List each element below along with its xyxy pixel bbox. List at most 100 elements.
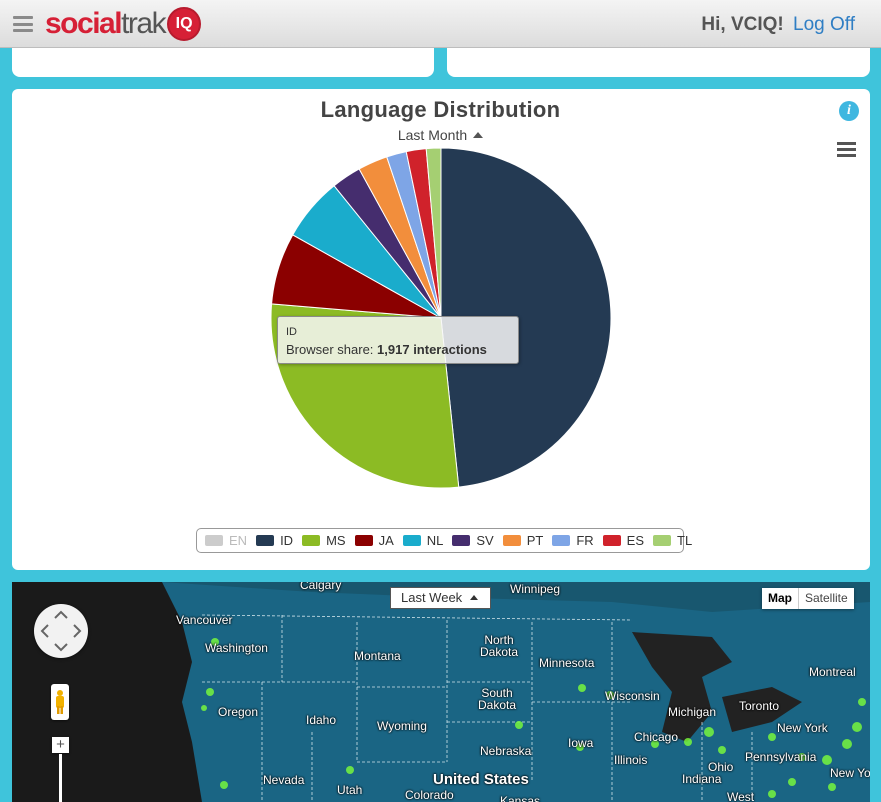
zoom-in-button[interactable]: +: [52, 737, 69, 753]
map-label: Nebraska: [480, 744, 532, 758]
legend-item-es[interactable]: ES: [602, 533, 645, 548]
info-icon[interactable]: i: [839, 101, 859, 121]
chart-period-dropdown[interactable]: Last Month: [0, 127, 881, 143]
legend-label: ID: [280, 533, 294, 548]
lake-erie: [722, 687, 802, 732]
map-label: Wyoming: [377, 719, 427, 733]
legend-label: JA: [378, 533, 394, 548]
map-label: Illinois: [614, 753, 648, 767]
tooltip-value: 1,917 interactions: [377, 342, 487, 357]
user-greeting: Hi, VCIQ! Log Off: [701, 14, 855, 36]
legend-item-fr[interactable]: FR: [552, 533, 594, 548]
map-label: Montana: [354, 649, 401, 663]
map-period-dropdown[interactable]: Last Week: [390, 587, 491, 609]
legend-label: FR: [576, 533, 594, 548]
legend-item-sv[interactable]: SV: [452, 533, 494, 548]
map-label: Washington: [205, 641, 268, 655]
pegman-figure-icon: [56, 690, 64, 714]
map-label: Chicago: [634, 730, 679, 744]
map-label: Utah: [337, 783, 363, 797]
state-borders: [201, 614, 753, 802]
legend-label: EN: [229, 533, 248, 548]
zoom-slider-track[interactable]: [59, 754, 62, 802]
map-label: Colorado: [405, 788, 454, 802]
legend-swatch: [256, 535, 275, 546]
legend-swatch: [402, 535, 421, 546]
geo-map[interactable]: Calgary Winnipeg Vancouver Washington Montan…: [12, 582, 870, 802]
map-type-satellite-button[interactable]: Satellite: [805, 591, 848, 605]
legend-item-ms[interactable]: MS: [302, 533, 346, 548]
logo-trak-text: trak: [121, 7, 167, 40]
activity-hotspots: [201, 638, 866, 798]
map-label: Toronto: [739, 699, 780, 713]
legend-label: NL: [426, 533, 444, 548]
legend-swatch: [552, 535, 571, 546]
great-lakes: [632, 632, 732, 742]
legend-item-pt[interactable]: PT: [502, 533, 544, 548]
street-view-pegman-icon[interactable]: [51, 684, 69, 720]
legend-swatch: [302, 535, 321, 546]
previous-widget-left: [12, 48, 434, 77]
pie-slice-id[interactable]: [440, 147, 612, 488]
legend-swatch: [653, 535, 672, 546]
legend-label: TL: [677, 533, 693, 548]
chart-legend: EN ID MS JA NL SV PT FR ES TL: [196, 528, 692, 553]
map-label: Winnipeg: [510, 582, 561, 596]
legend-swatch: [502, 535, 521, 546]
tooltip-category: ID: [286, 326, 297, 338]
map-label: Oregon: [218, 705, 259, 719]
legend-label: MS: [326, 533, 346, 548]
pie-slice-tl[interactable]: [425, 147, 442, 319]
map-label: Nevada: [263, 773, 305, 787]
map-label: Montreal: [809, 665, 856, 679]
map-base: [12, 582, 870, 802]
map-label: Iowa: [568, 736, 594, 750]
map-pan-control[interactable]: [34, 604, 88, 658]
map-label: Ohio: [708, 760, 734, 774]
legend-item-nl[interactable]: NL: [402, 533, 444, 548]
caret-up-icon: [473, 132, 484, 138]
socialtrak-logo[interactable]: social trak IQ: [45, 6, 202, 42]
map-label: Kansas: [500, 794, 541, 802]
legend-item-tl[interactable]: TL: [653, 533, 692, 548]
pie-tooltip: ID Browser share: 1,917 interactions: [277, 316, 519, 364]
map-label: Wisconsin: [605, 689, 660, 703]
chart-menu-icon[interactable]: [837, 142, 856, 157]
legend-label: ES: [626, 533, 645, 548]
map-label: Calgary: [300, 582, 342, 592]
chart-period-label: Last Month: [397, 127, 468, 143]
caret-up-icon: [470, 595, 479, 600]
map-period-label: Last Week: [401, 590, 463, 605]
legend-item-ja[interactable]: JA: [354, 533, 394, 548]
map-label: Vancouver: [176, 613, 233, 627]
map-label: West: [727, 790, 755, 802]
tooltip-label: Browser share:: [286, 342, 374, 357]
map-type-control: Map Satellite: [762, 588, 854, 609]
legend-label: PT: [526, 533, 544, 548]
top-bar: social trak IQ Hi, VCIQ! Log Off: [0, 0, 881, 48]
legend-swatch: [452, 535, 471, 546]
legend-item-id[interactable]: ID: [256, 533, 293, 548]
map-label: South Dakota: [478, 686, 517, 712]
legend-swatch: [354, 535, 373, 546]
map-type-map-button[interactable]: Map: [762, 588, 799, 609]
map-label: New York: [777, 721, 828, 735]
map-label: New York: [830, 766, 870, 780]
legend-label: SV: [476, 533, 494, 548]
map-label: Indiana: [682, 772, 722, 786]
map-label: Michigan: [668, 705, 717, 719]
legend-item-en[interactable]: EN: [205, 533, 247, 548]
map-label: North Dakota: [480, 633, 519, 659]
canada-region: [162, 582, 870, 612]
logo-iq-badge: IQ: [167, 7, 202, 41]
map-label: Pennsylvania: [745, 750, 817, 764]
map-label: Idaho: [306, 713, 337, 727]
legend-swatch: [602, 535, 621, 546]
greeting-text: Hi, VCIQ!: [701, 14, 784, 35]
hamburger-menu-icon[interactable]: [13, 16, 33, 32]
chart-title: Language Distribution: [320, 97, 561, 122]
map-label: Minnesota: [539, 656, 595, 670]
logo-social-text: social: [45, 7, 123, 40]
log-off-link[interactable]: Log Off: [793, 14, 855, 35]
